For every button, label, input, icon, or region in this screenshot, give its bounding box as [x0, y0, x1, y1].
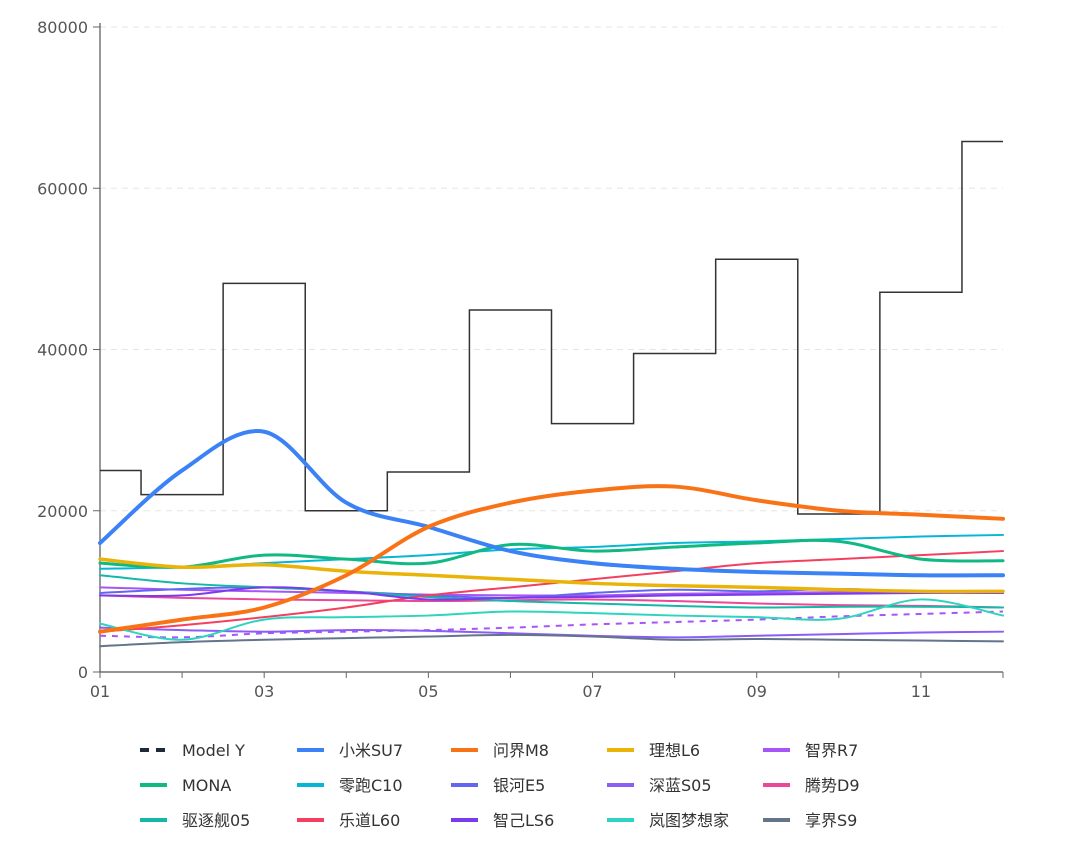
legend-item-智界r7[interactable]: 智界R7 — [763, 741, 858, 760]
legend-item-智己ls6[interactable]: 智己LS6 — [451, 811, 554, 830]
series-line-腾势d9 — [99, 594, 1004, 609]
legend-item-深蓝s05[interactable]: 深蓝S05 — [607, 776, 712, 795]
series-line-智己ls6 — [99, 586, 1004, 601]
series-line-问界m8 — [98, 484, 1005, 634]
grid-lines — [100, 26, 1003, 512]
y-tick-label: 60000 — [37, 179, 88, 198]
legend-item-享界s9[interactable]: 享界S9 — [763, 811, 857, 830]
x-tick-label: 09 — [747, 682, 767, 701]
legend-label: 腾势D9 — [805, 776, 860, 795]
legend-label: Model Y — [182, 741, 245, 760]
x-tick-label: 11 — [911, 682, 931, 701]
legend-item-问界m8[interactable]: 问界M8 — [451, 741, 549, 760]
legend-label: 问界M8 — [493, 741, 549, 760]
legend-label: 驱逐舰05 — [182, 811, 250, 830]
legend-item-理想l6[interactable]: 理想L6 — [607, 741, 700, 760]
x-tick-label: 03 — [254, 682, 274, 701]
series-line-乐道l60 — [99, 550, 1004, 633]
legend-label: 深蓝S05 — [649, 776, 712, 795]
legend-item-小米su7[interactable]: 小米SU7 — [297, 741, 403, 760]
y-tick-label: 0 — [78, 663, 88, 682]
legend-label: 智界R7 — [805, 741, 858, 760]
series-lines — [98, 140, 1005, 648]
y-tick-label: 40000 — [37, 341, 88, 360]
legend-label: 岚图梦想家 — [649, 811, 729, 830]
legend: Model Y 小米SU7 问界M8 理想L6 智界R7 MONA 零跑C10 银河E5 深蓝S… — [140, 741, 860, 830]
series-line-mona — [98, 538, 1005, 569]
legend-item-银河e5[interactable]: 银河E5 — [451, 776, 545, 795]
legend-label: 享界S9 — [805, 811, 857, 830]
legend-label: 乐道L60 — [339, 811, 400, 830]
axes: 0 20000 40000 60000 80000 01 03 05 07 09 11 — [37, 18, 1004, 701]
legend-item-model-y[interactable]: Model Y — [140, 741, 245, 760]
series-line-岚图梦想家 — [99, 598, 1004, 641]
series-line-享界s9 — [99, 633, 1004, 648]
series-line-model-y — [99, 610, 1004, 639]
x-tick-label: 07 — [582, 682, 602, 701]
legend-label: 小米SU7 — [339, 741, 403, 760]
x-tick-label: 01 — [90, 682, 110, 701]
legend-item-腾势d9[interactable]: 腾势D9 — [763, 776, 860, 795]
legend-label: 银河E5 — [493, 776, 545, 795]
legend-label: 理想L6 — [649, 741, 700, 760]
legend-item-零跑c10[interactable]: 零跑C10 — [297, 776, 403, 795]
series-line-小米su7 — [98, 429, 1005, 578]
y-tick-label: 80000 — [37, 18, 88, 37]
legend-label: 零跑C10 — [339, 776, 403, 795]
series-line-理想l6 — [98, 557, 1005, 594]
legend-label: 智己LS6 — [493, 811, 554, 830]
y-tick-label: 20000 — [37, 502, 88, 521]
x-tick-label: 05 — [418, 682, 438, 701]
legend-item-mona[interactable]: MONA — [140, 776, 231, 795]
step-series-line — [100, 140, 1003, 515]
legend-item-驱逐舰05[interactable]: 驱逐舰05 — [140, 811, 250, 830]
legend-item-乐道l60[interactable]: 乐道L60 — [297, 811, 400, 830]
legend-label: MONA — [182, 776, 231, 795]
legend-item-岚图梦想家[interactable]: 岚图梦想家 — [607, 811, 729, 830]
